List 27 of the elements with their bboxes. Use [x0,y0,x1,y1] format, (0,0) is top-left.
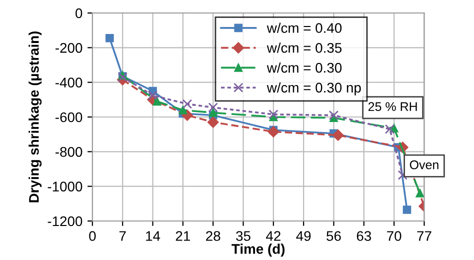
y-tick-label: -400 [56,78,82,88]
legend-label: w/cm = 0.30 [266,62,342,73]
y-tick-label: -1200 [48,216,82,226]
legend-label: w/cm = 0.35 [266,42,342,53]
x-tick-label: 42 [266,231,280,241]
x-tick-label: 28 [206,231,220,241]
y-tick-label: -600 [56,112,82,122]
x-tick-label: 49 [296,231,311,241]
x-tick-label: 21 [176,231,190,241]
y-tick-label: -1000 [48,182,82,192]
y-tick-label: -200 [56,43,82,53]
y-tick-label: 0 [76,8,82,18]
y-axis-title: Drying shrinkage (µstrain) [28,31,42,202]
annotation: Oven [410,160,438,170]
y-tick-label: -800 [56,147,82,157]
x-tick-label: 0 [89,231,96,241]
legend-label: w/cm = 0.40 [266,22,342,33]
x-tick-label: 35 [236,231,250,241]
x-tick-label: 14 [146,231,160,241]
legend-label: w/cm = 0.30 np [266,82,361,96]
x-tick-label: 70 [387,231,402,241]
x-tick-label: 56 [326,231,341,241]
annotation: 25 % RH [368,102,417,111]
x-tick-label: 77 [417,231,432,241]
x-tick-label: 7 [119,231,126,241]
x-tick-label: 63 [356,231,372,241]
x-axis-title: Time (d) [232,244,285,257]
